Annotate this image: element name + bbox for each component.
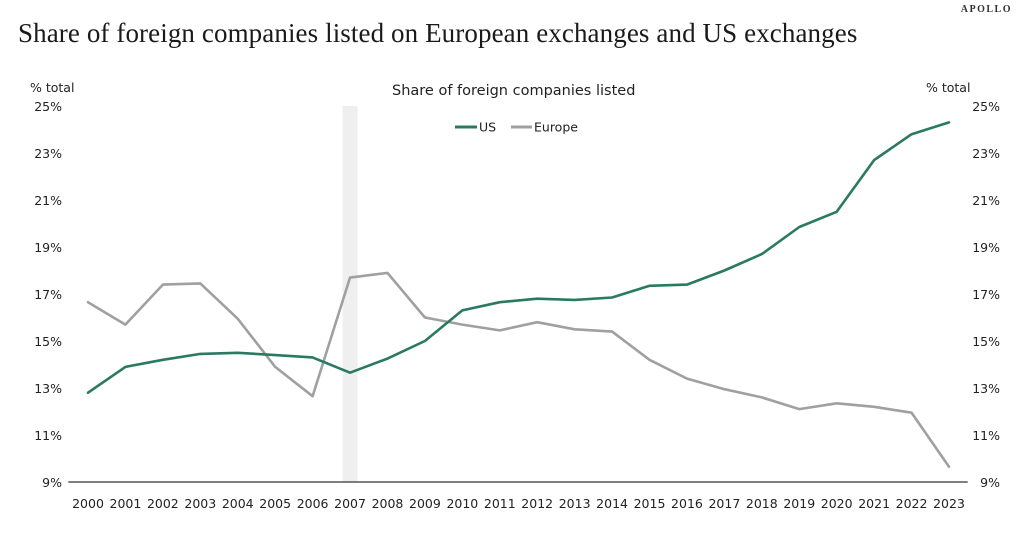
x-tick-label: 2012 [521,496,553,511]
y-axis-label-left: % total [30,80,74,95]
x-tick-label: 2000 [72,496,104,511]
x-tick-label: 2013 [559,496,591,511]
y-ticks-right: 9% 11% 13% 15% 17% 19% 21% 23% 25% [972,99,1000,490]
x-tick-label: 2010 [446,496,478,511]
y-axis-label-right: % total [926,80,970,95]
brand-logo: APOLLO [960,4,1012,15]
x-ticks: 2000 2001 2002 2003 2004 2005 2006 2007 2008 2009… [72,496,965,511]
x-tick-label: 2004 [222,496,254,511]
y-tick-label-left: 13% [34,381,62,396]
chart-title: Share of foreign companies listed [392,83,635,99]
y-tick-label-right: 19% [972,240,1000,255]
x-tick-label: 2019 [783,496,815,511]
y-tick-label-right: 17% [972,287,1000,302]
y-tick-label-left: 9% [42,475,62,490]
series-line-us [86,121,951,395]
y-tick-label-left: 23% [34,146,62,161]
y-tick-label-right: 13% [972,381,1000,396]
x-tick-label: 2018 [746,496,778,511]
x-tick-label: 2020 [821,496,853,511]
x-tick-label: 2008 [372,496,404,511]
series-line-europe [86,271,951,469]
y-tick-label-left: 25% [34,99,62,114]
x-tick-label: 2002 [147,496,179,511]
legend: US Europe [455,120,578,135]
x-tick-label: 2011 [484,496,516,511]
x-tick-label: 2014 [596,496,628,511]
x-tick-label: 2021 [858,496,890,511]
page-title: Share of foreign companies listed on Eur… [18,18,858,48]
y-ticks-left: 9% 11% 13% 15% 17% 19% 21% 23% 25% [34,99,62,490]
y-tick-label-right: 21% [972,193,1000,208]
x-tick-label: 2006 [297,496,329,511]
recession-shading-group [342,106,358,482]
y-tick-label-left: 17% [34,287,62,302]
y-tick-label-right: 23% [972,146,1000,161]
legend-label-europe: Europe [534,120,578,135]
x-tick-label: 2015 [634,496,666,511]
x-tick-label: 2016 [671,496,703,511]
x-tick-label: 2023 [933,496,965,511]
x-tick-label: 2017 [708,496,740,511]
recession-band [342,106,358,482]
x-tick-label: 2007 [334,496,366,511]
y-tick-label-left: 11% [34,428,62,443]
y-tick-label-left: 21% [34,193,62,208]
x-tick-label: 2003 [184,496,216,511]
x-tick-label: 2022 [896,496,928,511]
y-tick-label-left: 19% [34,240,62,255]
x-tick-label: 2001 [110,496,142,511]
x-tick-label: 2009 [409,496,441,511]
y-tick-label-left: 15% [34,334,62,349]
x-tick-label: 2005 [259,496,291,511]
series-lines [86,121,951,469]
y-tick-label-right: 11% [972,428,1000,443]
legend-label-us: US [479,120,496,135]
y-tick-label-right: 25% [972,99,1000,114]
y-tick-label-right: 15% [972,334,1000,349]
y-tick-label-right: 9% [980,475,1000,490]
